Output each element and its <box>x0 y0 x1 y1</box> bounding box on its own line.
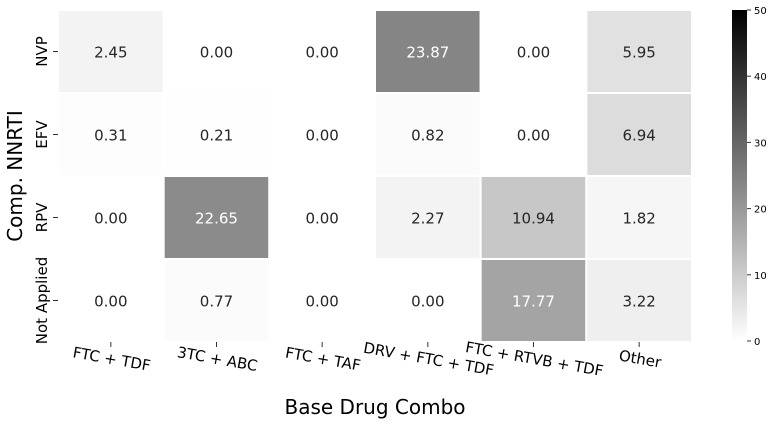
x-tick-label: FTC + TDF <box>71 343 152 374</box>
y-tick-label: RPV <box>33 202 51 232</box>
colorbar-tick-label: 20 <box>754 205 767 216</box>
cell-value-label: 0.00 <box>94 293 127 311</box>
cell-value-label: 17.77 <box>512 293 555 311</box>
y-tick-label: Not Applied <box>33 257 51 344</box>
heatmap-cell <box>585 92 693 177</box>
cell-value-label: 0.00 <box>200 44 233 62</box>
x-axis-ticks: FTC + TDF 3TC + ABC FTC + TAF DRV + FTC + T… <box>71 338 663 380</box>
cell-value-label: 0.82 <box>411 127 444 145</box>
cell-value-label: 1.82 <box>622 210 655 228</box>
heatmap-cell <box>162 92 271 177</box>
heatmap-cell <box>57 9 165 94</box>
heatmap-cell <box>374 258 482 343</box>
cell-value-label: 0.00 <box>305 210 338 228</box>
x-tick-label: 3TC + ABC <box>176 343 259 375</box>
cell-value-label: 5.95 <box>622 44 655 62</box>
colorbar <box>732 10 747 341</box>
heatmap-cell <box>479 175 588 260</box>
cell-value-label: 6.94 <box>622 127 655 145</box>
colorbar-ticks: 0 10 20 30 40 50 <box>747 6 767 348</box>
colorbar-tick-label: 50 <box>754 6 767 17</box>
cell-value-label: 0.00 <box>517 127 550 145</box>
cell-value-label: 0.31 <box>94 127 127 145</box>
colorbar-tick-label: 10 <box>754 271 767 282</box>
cell-value-label: 2.27 <box>411 210 444 228</box>
colorbar-tick-label: 30 <box>754 138 767 149</box>
heatmap-cells <box>57 9 693 343</box>
y-axis-label: Comp. NNRTI <box>3 110 27 242</box>
cell-value-label: 0.00 <box>411 293 444 311</box>
x-axis-label: Base Drug Combo <box>284 395 465 419</box>
heatmap-cell <box>374 175 482 260</box>
cell-value-label: 0.00 <box>517 44 550 62</box>
x-tick-label: FTC + TAF <box>284 344 362 375</box>
heatmap-cell <box>585 258 693 343</box>
cell-value-label: 10.94 <box>512 210 555 228</box>
cell-value-label: 23.87 <box>406 44 449 62</box>
heatmap-cell <box>374 92 482 177</box>
x-tick-label: Other <box>617 347 663 372</box>
heatmap-cell <box>585 9 693 94</box>
heatmap-cell <box>585 175 693 260</box>
cell-value-label: 0.00 <box>305 127 338 145</box>
heatmap-cell <box>162 9 271 94</box>
cell-value-label: 2.45 <box>94 44 127 62</box>
cell-value-label: 0.00 <box>94 210 127 228</box>
heatmap-cell <box>162 258 271 343</box>
heatmap-cell <box>479 258 588 343</box>
cell-value-label: 0.21 <box>200 127 233 145</box>
y-tick-label: NVP <box>33 36 51 67</box>
y-tick-label: EFV <box>33 120 51 149</box>
cell-value-label: 0.77 <box>200 293 233 311</box>
cell-value-labels: 2.45 0.00 0.00 23.87 0.00 5.95 0.31 0.21 0.00 0.8… <box>94 44 656 311</box>
heatmap-cell <box>162 175 271 260</box>
colorbar-tick-label: 0 <box>754 337 760 348</box>
cell-value-label: 0.00 <box>305 44 338 62</box>
colorbar-tick-label: 40 <box>754 72 767 83</box>
heatmap-cell <box>57 258 165 343</box>
cell-value-label: 22.65 <box>195 210 238 228</box>
cell-value-label: 3.22 <box>622 293 655 311</box>
heatmap-cell <box>268 9 377 94</box>
y-axis-ticks: NVP EFV RPV Not Applied <box>33 36 58 344</box>
heatmap-cell <box>268 258 377 343</box>
cell-value-label: 0.00 <box>305 293 338 311</box>
